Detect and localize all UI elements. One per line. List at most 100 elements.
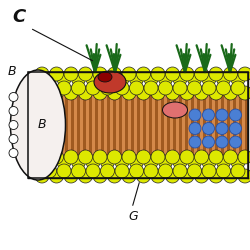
Circle shape [115, 72, 129, 86]
Text: C: C [12, 8, 25, 26]
Circle shape [9, 106, 18, 116]
Circle shape [35, 67, 49, 81]
Bar [245, 95, 248, 155]
Bar [47, 95, 50, 155]
Circle shape [108, 150, 122, 164]
Circle shape [130, 72, 143, 86]
Circle shape [216, 122, 228, 134]
Circle shape [230, 109, 241, 121]
Circle shape [28, 81, 42, 95]
Circle shape [57, 72, 71, 86]
Circle shape [209, 67, 223, 81]
Bar [71, 95, 74, 155]
Circle shape [108, 86, 122, 100]
Circle shape [231, 72, 245, 86]
Bar [35, 95, 37, 155]
Circle shape [151, 150, 165, 164]
Circle shape [50, 86, 64, 100]
Circle shape [238, 86, 250, 100]
Bar [161, 95, 164, 155]
Circle shape [209, 86, 223, 100]
Circle shape [64, 150, 78, 164]
Bar [95, 95, 98, 155]
Circle shape [238, 150, 250, 164]
Bar [77, 95, 80, 155]
Circle shape [28, 155, 42, 169]
Circle shape [194, 169, 208, 183]
Circle shape [93, 150, 107, 164]
Circle shape [158, 164, 172, 178]
Circle shape [189, 136, 201, 148]
Circle shape [216, 164, 230, 178]
Circle shape [130, 81, 143, 95]
Circle shape [202, 109, 214, 121]
Circle shape [224, 86, 237, 100]
Text: G: G [128, 210, 138, 223]
Circle shape [166, 67, 179, 81]
Circle shape [93, 169, 107, 183]
Circle shape [144, 164, 158, 178]
Circle shape [144, 72, 158, 86]
Circle shape [231, 155, 245, 169]
Circle shape [64, 86, 78, 100]
Circle shape [224, 169, 237, 183]
Bar [203, 95, 205, 155]
Circle shape [224, 150, 237, 164]
Circle shape [189, 122, 201, 134]
Circle shape [28, 164, 42, 178]
Circle shape [72, 164, 86, 178]
Circle shape [158, 81, 172, 95]
Circle shape [151, 86, 165, 100]
Circle shape [78, 169, 92, 183]
Bar [89, 95, 92, 155]
Bar [185, 95, 188, 155]
Circle shape [93, 67, 107, 81]
Circle shape [166, 86, 179, 100]
Circle shape [42, 155, 56, 169]
Circle shape [122, 86, 136, 100]
Bar [59, 95, 62, 155]
Circle shape [216, 109, 228, 121]
Circle shape [28, 72, 42, 86]
Circle shape [42, 72, 56, 86]
Bar [28, 72, 248, 178]
Circle shape [136, 169, 150, 183]
Bar [107, 95, 110, 155]
Bar [149, 95, 152, 155]
Circle shape [230, 136, 241, 148]
Circle shape [202, 122, 214, 134]
Bar [179, 95, 182, 155]
Circle shape [115, 81, 129, 95]
Circle shape [216, 155, 230, 169]
Circle shape [72, 155, 86, 169]
Circle shape [173, 72, 187, 86]
Circle shape [216, 72, 230, 86]
Circle shape [72, 81, 86, 95]
Circle shape [100, 72, 114, 86]
Ellipse shape [94, 71, 126, 93]
Circle shape [50, 150, 64, 164]
Circle shape [78, 67, 92, 81]
Circle shape [188, 155, 202, 169]
Ellipse shape [162, 102, 188, 118]
Circle shape [209, 169, 223, 183]
Bar [143, 95, 146, 155]
Circle shape [57, 155, 71, 169]
Circle shape [166, 150, 179, 164]
Circle shape [100, 164, 114, 178]
Bar [167, 95, 170, 155]
Circle shape [231, 81, 245, 95]
Circle shape [202, 136, 214, 148]
Bar [191, 95, 194, 155]
Bar [209, 95, 212, 155]
Circle shape [86, 72, 100, 86]
Circle shape [64, 169, 78, 183]
Circle shape [209, 150, 223, 164]
Bar [29, 95, 32, 155]
Circle shape [136, 150, 150, 164]
Circle shape [144, 81, 158, 95]
Circle shape [158, 72, 172, 86]
Circle shape [115, 164, 129, 178]
Circle shape [180, 86, 194, 100]
Circle shape [100, 81, 114, 95]
